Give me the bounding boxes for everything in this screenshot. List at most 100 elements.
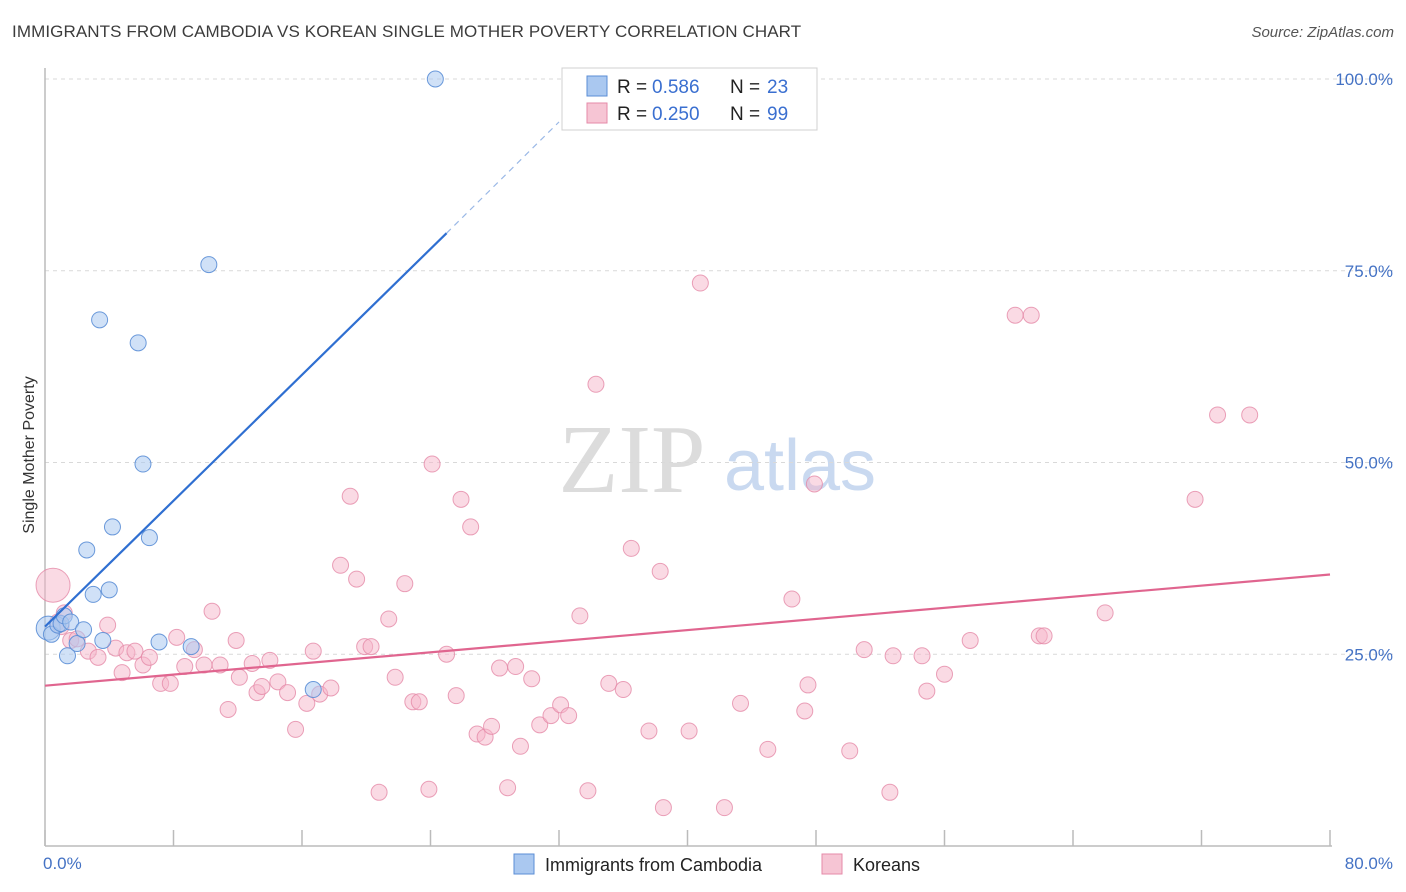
bottom-legend-label-koreans: Koreans (853, 855, 920, 875)
koreans-point (304, 642, 322, 660)
bottom-legend-label-cambodia: Immigrants from Cambodia (545, 855, 763, 875)
koreans-point (651, 562, 669, 580)
correlation-legend: R = 0.586 N = 23 R = 0.250 N = 99 (561, 67, 818, 131)
koreans-point (622, 539, 640, 557)
legend-r-label-1: R = (617, 77, 647, 98)
koreans-point (881, 783, 899, 801)
koreans-point (341, 487, 359, 505)
koreans-point (691, 274, 709, 292)
cambodia-point (62, 613, 80, 631)
koreans-point (571, 607, 589, 625)
koreans-point (542, 707, 560, 725)
legend-swatch-cambodia (586, 75, 608, 97)
cambodia-point (103, 518, 121, 536)
koreans-point (168, 628, 186, 646)
koreans-point (759, 740, 777, 758)
koreans-point (261, 651, 279, 669)
watermark-zip: ZIP (559, 406, 706, 514)
koreans-point (227, 631, 245, 649)
koreans-point (452, 490, 470, 508)
cambodia-point (68, 635, 86, 653)
koreans-point (396, 575, 414, 593)
y-tick-label-1: 50.0% (1345, 454, 1393, 473)
koreans-point (491, 659, 509, 677)
koreans-point (796, 702, 814, 720)
bottom-legend-swatch-cambodia (513, 853, 535, 875)
koreans-point (1035, 627, 1053, 645)
cambodia-point (200, 256, 218, 274)
x-tick-label-1: 80.0% (1345, 854, 1393, 873)
cambodia-point (75, 621, 93, 639)
cambodia-point (129, 334, 147, 352)
koreans-point (386, 668, 404, 686)
y-tick-label-3: 100.0% (1335, 70, 1393, 89)
koreans-point (35, 567, 71, 603)
koreans-point (161, 674, 179, 692)
koreans-point (462, 518, 480, 536)
gridlines (45, 78, 1395, 655)
koreans-point (805, 475, 823, 493)
koreans-point (507, 658, 525, 676)
koreans-point (732, 694, 750, 712)
koreans-point (579, 782, 597, 800)
bottom-legend-swatch-koreans (821, 853, 843, 875)
trend-lines (44, 121, 1331, 687)
koreans-point (783, 590, 801, 608)
koreans-point (1209, 406, 1227, 424)
tick-labels: 25.0% 50.0% 75.0% 100.0% 0.0% 80.0% (43, 70, 1393, 873)
legend-n-label-2: N = (730, 104, 760, 125)
cambodia-trend-line (44, 232, 448, 628)
koreans-point (322, 679, 340, 697)
cambodia-point (91, 311, 109, 329)
legend-swatch-koreans (586, 102, 608, 124)
koreans-point (913, 647, 931, 665)
y-tick-label-0: 25.0% (1345, 645, 1393, 664)
koreans-point (410, 693, 428, 711)
cambodia-trend-extension (446, 121, 560, 234)
koreans-point (587, 375, 605, 393)
koreans-point (380, 610, 398, 628)
x-tick-label-0: 0.0% (43, 854, 82, 873)
legend-r-value-1: 0.586 (652, 77, 700, 98)
cambodia-point (182, 638, 200, 656)
cambodia-point (100, 581, 118, 599)
koreans-point (253, 677, 271, 695)
y-axis-title: Single Mother Poverty (21, 376, 38, 533)
koreans-point (680, 722, 698, 740)
koreans-point (423, 455, 441, 473)
koreans-point (332, 556, 350, 574)
koreans-point (279, 684, 297, 702)
legend-r-value-2: 0.250 (652, 104, 700, 125)
koreans-point (370, 783, 388, 801)
koreans-point (1006, 306, 1024, 324)
koreans-point (715, 799, 733, 817)
series-legend: Immigrants from Cambodia Koreans (513, 853, 920, 875)
koreans-point (298, 694, 316, 712)
koreans-point (841, 742, 859, 760)
cambodia-points (35, 70, 444, 699)
koreans-point (219, 700, 237, 718)
cambodia-point (84, 585, 102, 603)
koreans-point (918, 682, 936, 700)
watermark-atlas: atlas (724, 426, 876, 506)
chart-title: IMMIGRANTS FROM CAMBODIA VS KOREAN SINGL… (12, 22, 802, 41)
koreans-point (113, 664, 131, 682)
cambodia-point (58, 647, 76, 665)
koreans-point (614, 681, 632, 699)
cambodia-point (140, 529, 158, 547)
koreans-points (35, 274, 1259, 817)
legend-n-value-2: 99 (767, 104, 788, 125)
koreans-trend-line (44, 573, 1331, 687)
koreans-point (438, 645, 456, 663)
koreans-point (936, 665, 953, 683)
y-tick-label-2: 75.0% (1345, 262, 1393, 281)
koreans-point (654, 799, 672, 817)
koreans-point (211, 656, 229, 674)
koreans-point (961, 631, 979, 649)
cambodia-point (78, 541, 96, 559)
koreans-point (348, 570, 366, 588)
koreans-point (531, 716, 549, 734)
koreans-point (640, 722, 658, 740)
legend-n-value-1: 23 (767, 77, 788, 98)
koreans-point (499, 779, 517, 797)
